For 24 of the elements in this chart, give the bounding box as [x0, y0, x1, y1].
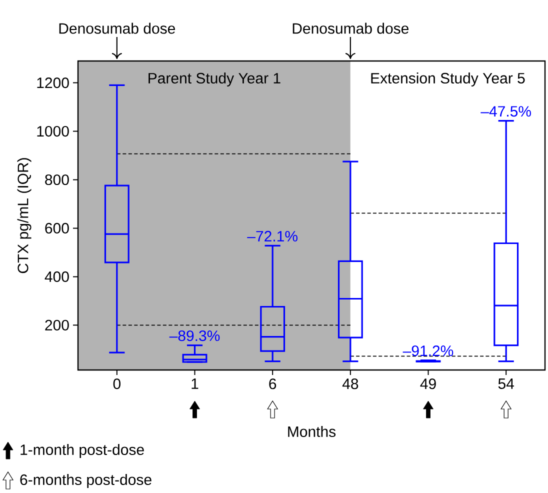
text: Denosumab dose — [59, 22, 176, 34]
annotation: –89.3% — [169, 330, 220, 342]
y-tick-label: 200 — [45, 320, 69, 330]
y-tick-label: 600 — [45, 222, 69, 234]
x-tick-label: 54 — [498, 378, 514, 389]
y-tick-label: 1000 — [37, 126, 69, 137]
x-axis-title: Months — [288, 426, 336, 437]
annotation: –47.5% — [480, 106, 531, 117]
text: 6-months post-dose — [20, 474, 152, 488]
band-label: Parent Study Year 1 — [148, 72, 280, 86]
y-tick-label: 1200 — [37, 78, 69, 88]
y-axis-title: CTX pg/mL (IQR) — [17, 158, 32, 274]
y-tick-label: 800 — [45, 174, 69, 186]
annotation: –72.1% — [247, 230, 298, 242]
x-tick-label: 6 — [269, 378, 276, 390]
y-tick-label: 400 — [44, 271, 69, 282]
x-tick-label: 48 — [342, 378, 358, 390]
x-tick-label: 0 — [113, 378, 120, 390]
x-tick-label: 49 — [420, 378, 436, 390]
x-tick-label: 1 — [192, 378, 198, 389]
band-label: Extension Study Year 5 — [371, 72, 525, 86]
text: Denosumab dose — [292, 22, 409, 34]
annotation: –91.2% — [402, 345, 454, 356]
text: 1-month post-dose — [20, 444, 144, 458]
